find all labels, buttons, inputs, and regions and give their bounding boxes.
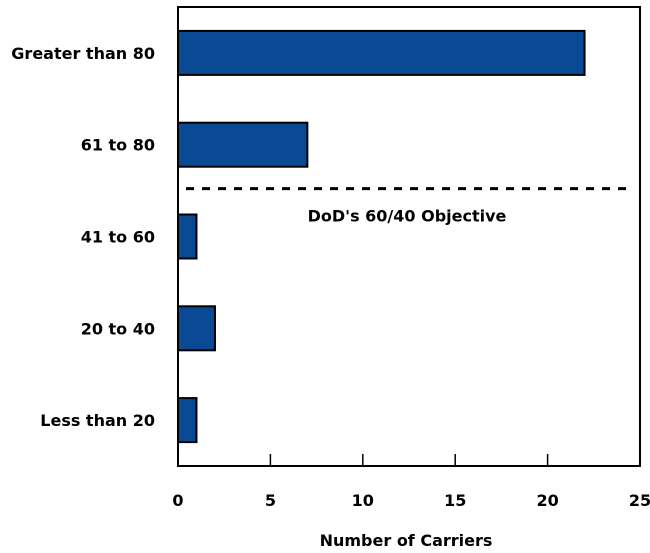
x-tick-label-10: 10 — [352, 491, 374, 510]
bar-61-to-80 — [177, 121, 309, 168]
x-tick-label-25: 25 — [629, 491, 650, 510]
bar-greater-than-80 — [177, 29, 586, 76]
category-label-20-to-40: 20 to 40 — [81, 319, 155, 338]
category-label-greater-than-80: Greater than 80 — [11, 44, 155, 63]
bar-less-than-20 — [177, 397, 198, 444]
x-axis-title: Number of Carriers — [320, 531, 493, 550]
x-axis-ticks: 0 5 10 15 20 25 — [172, 454, 650, 510]
x-tick-label-5: 5 — [265, 491, 276, 510]
x-tick-label-20: 20 — [536, 491, 558, 510]
bar-41-to-60 — [177, 213, 198, 260]
category-label-less-than-20: Less than 20 — [40, 411, 155, 430]
x-tick-label-15: 15 — [444, 491, 466, 510]
reference-line-group: DoD's 60/40 Objective — [186, 187, 632, 226]
bars-group — [177, 29, 586, 444]
category-label-61-to-80: 61 to 80 — [81, 136, 155, 155]
bar-20-to-40 — [177, 305, 216, 352]
category-labels: Greater than 80 61 to 80 41 to 60 20 to 40 L… — [11, 44, 155, 430]
category-label-41-to-60: 41 to 60 — [81, 228, 155, 247]
x-tick-label-0: 0 — [172, 491, 183, 510]
objective-annotation: DoD's 60/40 Objective — [308, 207, 507, 226]
